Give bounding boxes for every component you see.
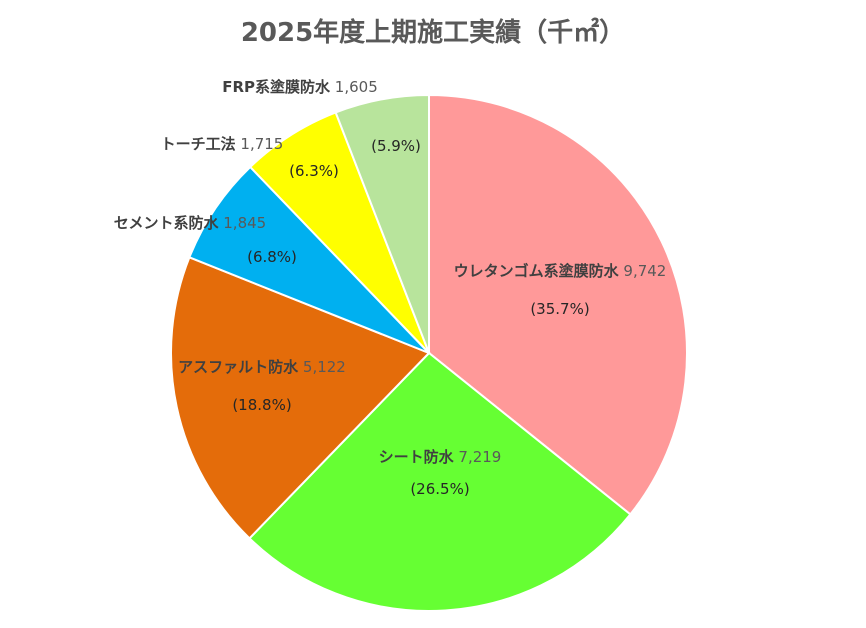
- slice-name: ウレタンゴム系塗膜防水: [454, 262, 620, 280]
- slice-value: 1,605: [330, 78, 378, 96]
- chart-title: 2025年度上期施工実績（千㎡）: [240, 18, 626, 48]
- slice-value: 7,219: [454, 448, 502, 466]
- slice-name: シート防水: [379, 448, 455, 466]
- pie-slice: [188, 165, 430, 354]
- slice-percent: (5.9%): [371, 137, 421, 155]
- slice-label: セメント系防水 1,845: [114, 214, 266, 232]
- slice-name: アスファルト防水: [178, 358, 299, 376]
- pie-slice: [248, 351, 632, 612]
- pie-slice: [334, 93, 430, 354]
- slice-value: 9,742: [619, 262, 667, 280]
- slice-label: アスファルト防水 5,122: [178, 358, 346, 376]
- slice-percent: (26.5%): [410, 480, 469, 498]
- slice-percent: (18.8%): [232, 396, 291, 414]
- slice-label: シート防水 7,219: [379, 448, 502, 466]
- slice-name: FRP系塗膜防水: [222, 78, 331, 96]
- slice-percent: (6.3%): [289, 162, 339, 180]
- slice-label: ウレタンゴム系塗膜防水 9,742: [454, 262, 667, 280]
- slice-value: 1,715: [236, 135, 284, 153]
- slice-value: 5,122: [298, 358, 346, 376]
- slice-label: トーチ工法 1,715: [161, 135, 284, 153]
- slice-value: 1,845: [218, 214, 266, 232]
- slice-label: FRP系塗膜防水 1,605: [222, 78, 378, 96]
- slice-name: セメント系防水: [114, 214, 220, 232]
- slice-percent: (6.8%): [247, 248, 297, 266]
- slice-name: トーチ工法: [161, 135, 236, 153]
- slice-percent: (35.7%): [530, 300, 589, 318]
- pie-slice: [428, 93, 688, 516]
